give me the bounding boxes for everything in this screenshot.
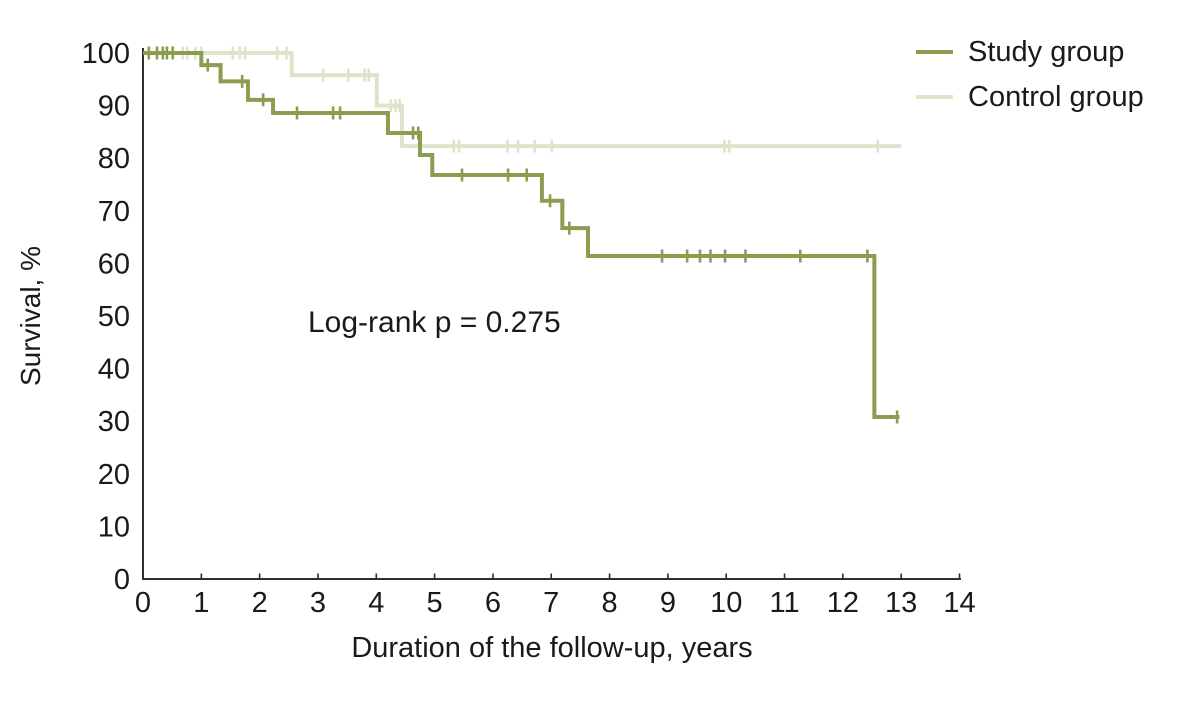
y-tick-label: 50 — [98, 301, 130, 333]
x-tick-label: 5 — [427, 587, 443, 619]
x-tick-label: 11 — [769, 587, 799, 619]
y-tick-label: 20 — [98, 459, 130, 491]
y-tick-label: 60 — [98, 248, 130, 280]
log-rank-annotation: Log-rank p = 0.275 — [308, 306, 561, 339]
y-tick-label: 70 — [98, 196, 130, 228]
y-tick-label: 0 — [114, 564, 130, 596]
y-tick-label: 90 — [98, 91, 130, 123]
legend-label-control-group: Control group — [968, 80, 1144, 113]
legend: Study group Control group — [916, 36, 1144, 113]
y-tick-label: 30 — [98, 406, 130, 438]
legend-label-study-group: Study group — [968, 35, 1125, 68]
x-tick-label: 4 — [368, 587, 384, 619]
x-tick-label: 2 — [252, 587, 268, 619]
study-group-line-swatch — [916, 50, 953, 54]
study-group-curve — [143, 51, 900, 419]
y-axis-label: Survival, % — [15, 245, 46, 387]
x-tick-label: 0 — [135, 587, 151, 619]
x-tick-label: 12 — [827, 587, 859, 619]
x-tick-label: 8 — [602, 587, 618, 619]
control-group-line-swatch — [916, 95, 953, 99]
x-tick-label: 6 — [485, 587, 501, 619]
x-tick-label: 9 — [660, 587, 676, 619]
y-tick-label: 100 — [82, 38, 130, 70]
x-tick-label: 14 — [943, 587, 975, 619]
x-tick-label: 3 — [310, 587, 326, 619]
y-tick-label: 80 — [98, 143, 130, 175]
x-tick-label: 7 — [543, 587, 559, 619]
x-tick-label: 1 — [193, 587, 209, 619]
y-tick-label: 10 — [98, 511, 130, 543]
x-tick-label: 13 — [885, 587, 917, 619]
control-group-curve — [143, 51, 902, 149]
legend-item-control-group: Control group — [916, 81, 1144, 113]
y-tick-label: 40 — [98, 354, 130, 386]
x-tick-label: 10 — [710, 587, 742, 619]
x-axis-label: Duration of the follow-up, years — [351, 632, 753, 664]
legend-item-study-group: Study group — [916, 36, 1144, 68]
